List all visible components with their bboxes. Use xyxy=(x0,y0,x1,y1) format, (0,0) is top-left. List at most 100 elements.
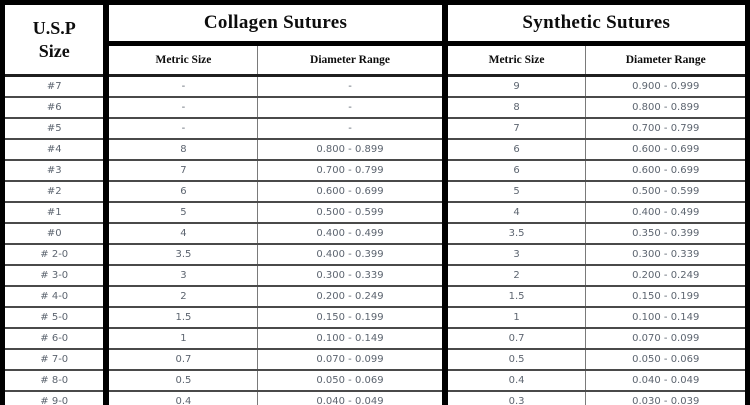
synthetic-diameter-range-cell: 0.100 - 0.149 xyxy=(585,307,748,329)
collagen-diameter-range-cell: 0.200 - 0.249 xyxy=(257,286,448,308)
synthetic-diameter-range-cell: 0.150 - 0.199 xyxy=(585,286,748,308)
usp-size-cell: # 4-0 xyxy=(2,286,110,308)
collagen-metric-size-cell: - xyxy=(106,118,259,140)
synthetic-diameter-range-cell: 0.040 - 0.049 xyxy=(585,370,748,392)
table-row: # 2-0 3.5 0.400 - 0.399 3 0.300 - 0.339 xyxy=(2,244,748,266)
synthetic-metric-size-cell: 1 xyxy=(444,307,587,329)
collagen-metric-size-cell: - xyxy=(106,97,259,119)
collagen-diameter-range-cell: 0.600 - 0.699 xyxy=(257,181,448,203)
synthetic-metric-size-cell: 2 xyxy=(444,265,587,287)
table-row: #3 7 0.700 - 0.799 6 0.600 - 0.699 xyxy=(2,160,748,182)
collagen-metric-size-cell: 8 xyxy=(106,139,259,161)
collagen-diameter-range-cell: 0.050 - 0.069 xyxy=(257,370,448,392)
usp-size-cell: #3 xyxy=(2,160,110,182)
collagen-metric-size-cell: 2 xyxy=(106,286,259,308)
table-row: #1 5 0.500 - 0.599 4 0.400 - 0.499 xyxy=(2,202,748,224)
synthetic-diameter-range-cell: 0.050 - 0.069 xyxy=(585,349,748,371)
usp-size-cell: # 6-0 xyxy=(2,328,110,350)
synthetic-sutures-header: Synthetic Sutures xyxy=(444,2,748,46)
usp-size-cell: #6 xyxy=(2,97,110,119)
collagen-metric-size-cell: 0.5 xyxy=(106,370,259,392)
collagen-diameter-range-cell: - xyxy=(257,75,448,98)
synthetic-metric-size-cell: 4 xyxy=(444,202,587,224)
collagen-metric-size-cell: 3 xyxy=(106,265,259,287)
synthetic-metric-size-cell: 1.5 xyxy=(444,286,587,308)
table-body: #7 - - 9 0.900 - 0.999 #6 - - 8 0.800 - … xyxy=(2,75,748,405)
usp-size-cell: # 2-0 xyxy=(2,244,110,266)
collagen-metric-size-cell: 0.7 xyxy=(106,349,259,371)
table-row: #7 - - 9 0.900 - 0.999 xyxy=(2,75,748,98)
synthetic-diameter-range-cell: 0.800 - 0.899 xyxy=(585,97,748,119)
usp-size-cell: # 3-0 xyxy=(2,265,110,287)
collagen-diameter-range-header: Diameter Range xyxy=(257,43,448,77)
collagen-metric-size-cell: 6 xyxy=(106,181,259,203)
collagen-diameter-range-cell: 0.040 - 0.049 xyxy=(257,391,448,405)
usp-size-header: U.S.P Size xyxy=(2,2,110,77)
synthetic-metric-size-cell: 0.3 xyxy=(444,391,587,405)
usp-size-cell: #2 xyxy=(2,181,110,203)
synthetic-metric-size-header: Metric Size xyxy=(444,43,587,77)
collagen-diameter-range-cell: 0.300 - 0.339 xyxy=(257,265,448,287)
collagen-sutures-header: Collagen Sutures xyxy=(106,2,448,46)
table-row: #5 - - 7 0.700 - 0.799 xyxy=(2,118,748,140)
collagen-diameter-range-cell: 0.070 - 0.099 xyxy=(257,349,448,371)
usp-size-cell: # 5-0 xyxy=(2,307,110,329)
synthetic-diameter-range-cell: 0.400 - 0.499 xyxy=(585,202,748,224)
collagen-diameter-range-cell: 0.800 - 0.899 xyxy=(257,139,448,161)
synthetic-metric-size-cell: 9 xyxy=(444,75,587,98)
collagen-metric-size-cell: - xyxy=(106,75,259,98)
synthetic-metric-size-cell: 6 xyxy=(444,139,587,161)
table-row: # 5-0 1.5 0.150 - 0.199 1 0.100 - 0.149 xyxy=(2,307,748,329)
synthetic-diameter-range-cell: 0.350 - 0.399 xyxy=(585,223,748,245)
usp-size-cell: #5 xyxy=(2,118,110,140)
usp-header-line1: U.S.P xyxy=(32,18,76,38)
usp-size-cell: #7 xyxy=(2,75,110,98)
collagen-diameter-range-cell: 0.500 - 0.599 xyxy=(257,202,448,224)
usp-size-cell: #0 xyxy=(2,223,110,245)
synthetic-diameter-range-cell: 0.600 - 0.699 xyxy=(585,160,748,182)
synthetic-diameter-range-cell: 0.200 - 0.249 xyxy=(585,265,748,287)
synthetic-metric-size-cell: 0.5 xyxy=(444,349,587,371)
table-row: # 6-0 1 0.100 - 0.149 0.7 0.070 - 0.099 xyxy=(2,328,748,350)
subheader-row: Metric Size Diameter Range Metric Size D… xyxy=(3,43,748,77)
table-row: #4 8 0.800 - 0.899 6 0.600 - 0.699 xyxy=(2,139,748,161)
collagen-metric-size-cell: 3.5 xyxy=(106,244,259,266)
synthetic-metric-size-cell: 5 xyxy=(444,181,587,203)
collagen-diameter-range-cell: 0.100 - 0.149 xyxy=(257,328,448,350)
synthetic-diameter-range-cell: 0.700 - 0.799 xyxy=(585,118,748,140)
synthetic-metric-size-cell: 3 xyxy=(444,244,587,266)
usp-header-line2: Size xyxy=(38,40,70,61)
table-row: # 8-0 0.5 0.050 - 0.069 0.4 0.040 - 0.04… xyxy=(2,370,748,392)
usp-size-cell: # 9-0 xyxy=(2,391,110,405)
collagen-metric-size-cell: 1.5 xyxy=(106,307,259,329)
usp-size-cell: #1 xyxy=(2,202,110,224)
collagen-metric-size-header: Metric Size xyxy=(106,43,259,77)
synthetic-diameter-range-cell: 0.600 - 0.699 xyxy=(585,139,748,161)
collagen-diameter-range-cell: 0.400 - 0.499 xyxy=(257,223,448,245)
synthetic-metric-size-cell: 7 xyxy=(444,118,587,140)
collagen-metric-size-cell: 1 xyxy=(106,328,259,350)
synthetic-metric-size-cell: 3.5 xyxy=(444,223,587,245)
table-row: #6 - - 8 0.800 - 0.899 xyxy=(2,97,748,119)
usp-size-cell: # 8-0 xyxy=(2,370,110,392)
group-header-row: U.S.P Size Collagen Sutures Synthetic Su… xyxy=(2,2,748,77)
synthetic-diameter-range-cell: 0.070 - 0.099 xyxy=(585,328,748,350)
table-row: # 9-0 0.4 0.040 - 0.049 0.3 0.030 - 0.03… xyxy=(2,391,748,405)
usp-size-cell: # 7-0 xyxy=(2,349,110,371)
synthetic-diameter-range-header: Diameter Range xyxy=(585,43,748,77)
usp-size-cell: #4 xyxy=(2,139,110,161)
collagen-diameter-range-cell: 0.400 - 0.399 xyxy=(257,244,448,266)
table-row: # 7-0 0.7 0.070 - 0.099 0.5 0.050 - 0.06… xyxy=(2,349,748,371)
collagen-diameter-range-cell: 0.150 - 0.199 xyxy=(257,307,448,329)
collagen-diameter-range-cell: 0.700 - 0.799 xyxy=(257,160,448,182)
table-row: # 3-0 3 0.300 - 0.339 2 0.200 - 0.249 xyxy=(2,265,748,287)
synthetic-metric-size-cell: 6 xyxy=(444,160,587,182)
collagen-metric-size-cell: 7 xyxy=(106,160,259,182)
synthetic-diameter-range-cell: 0.900 - 0.999 xyxy=(585,75,748,98)
synthetic-diameter-range-cell: 0.300 - 0.339 xyxy=(585,244,748,266)
table-row: #2 6 0.600 - 0.699 5 0.500 - 0.599 xyxy=(2,181,748,203)
collagen-metric-size-cell: 5 xyxy=(106,202,259,224)
table-row: #0 4 0.400 - 0.499 3.5 0.350 - 0.399 xyxy=(2,223,748,245)
